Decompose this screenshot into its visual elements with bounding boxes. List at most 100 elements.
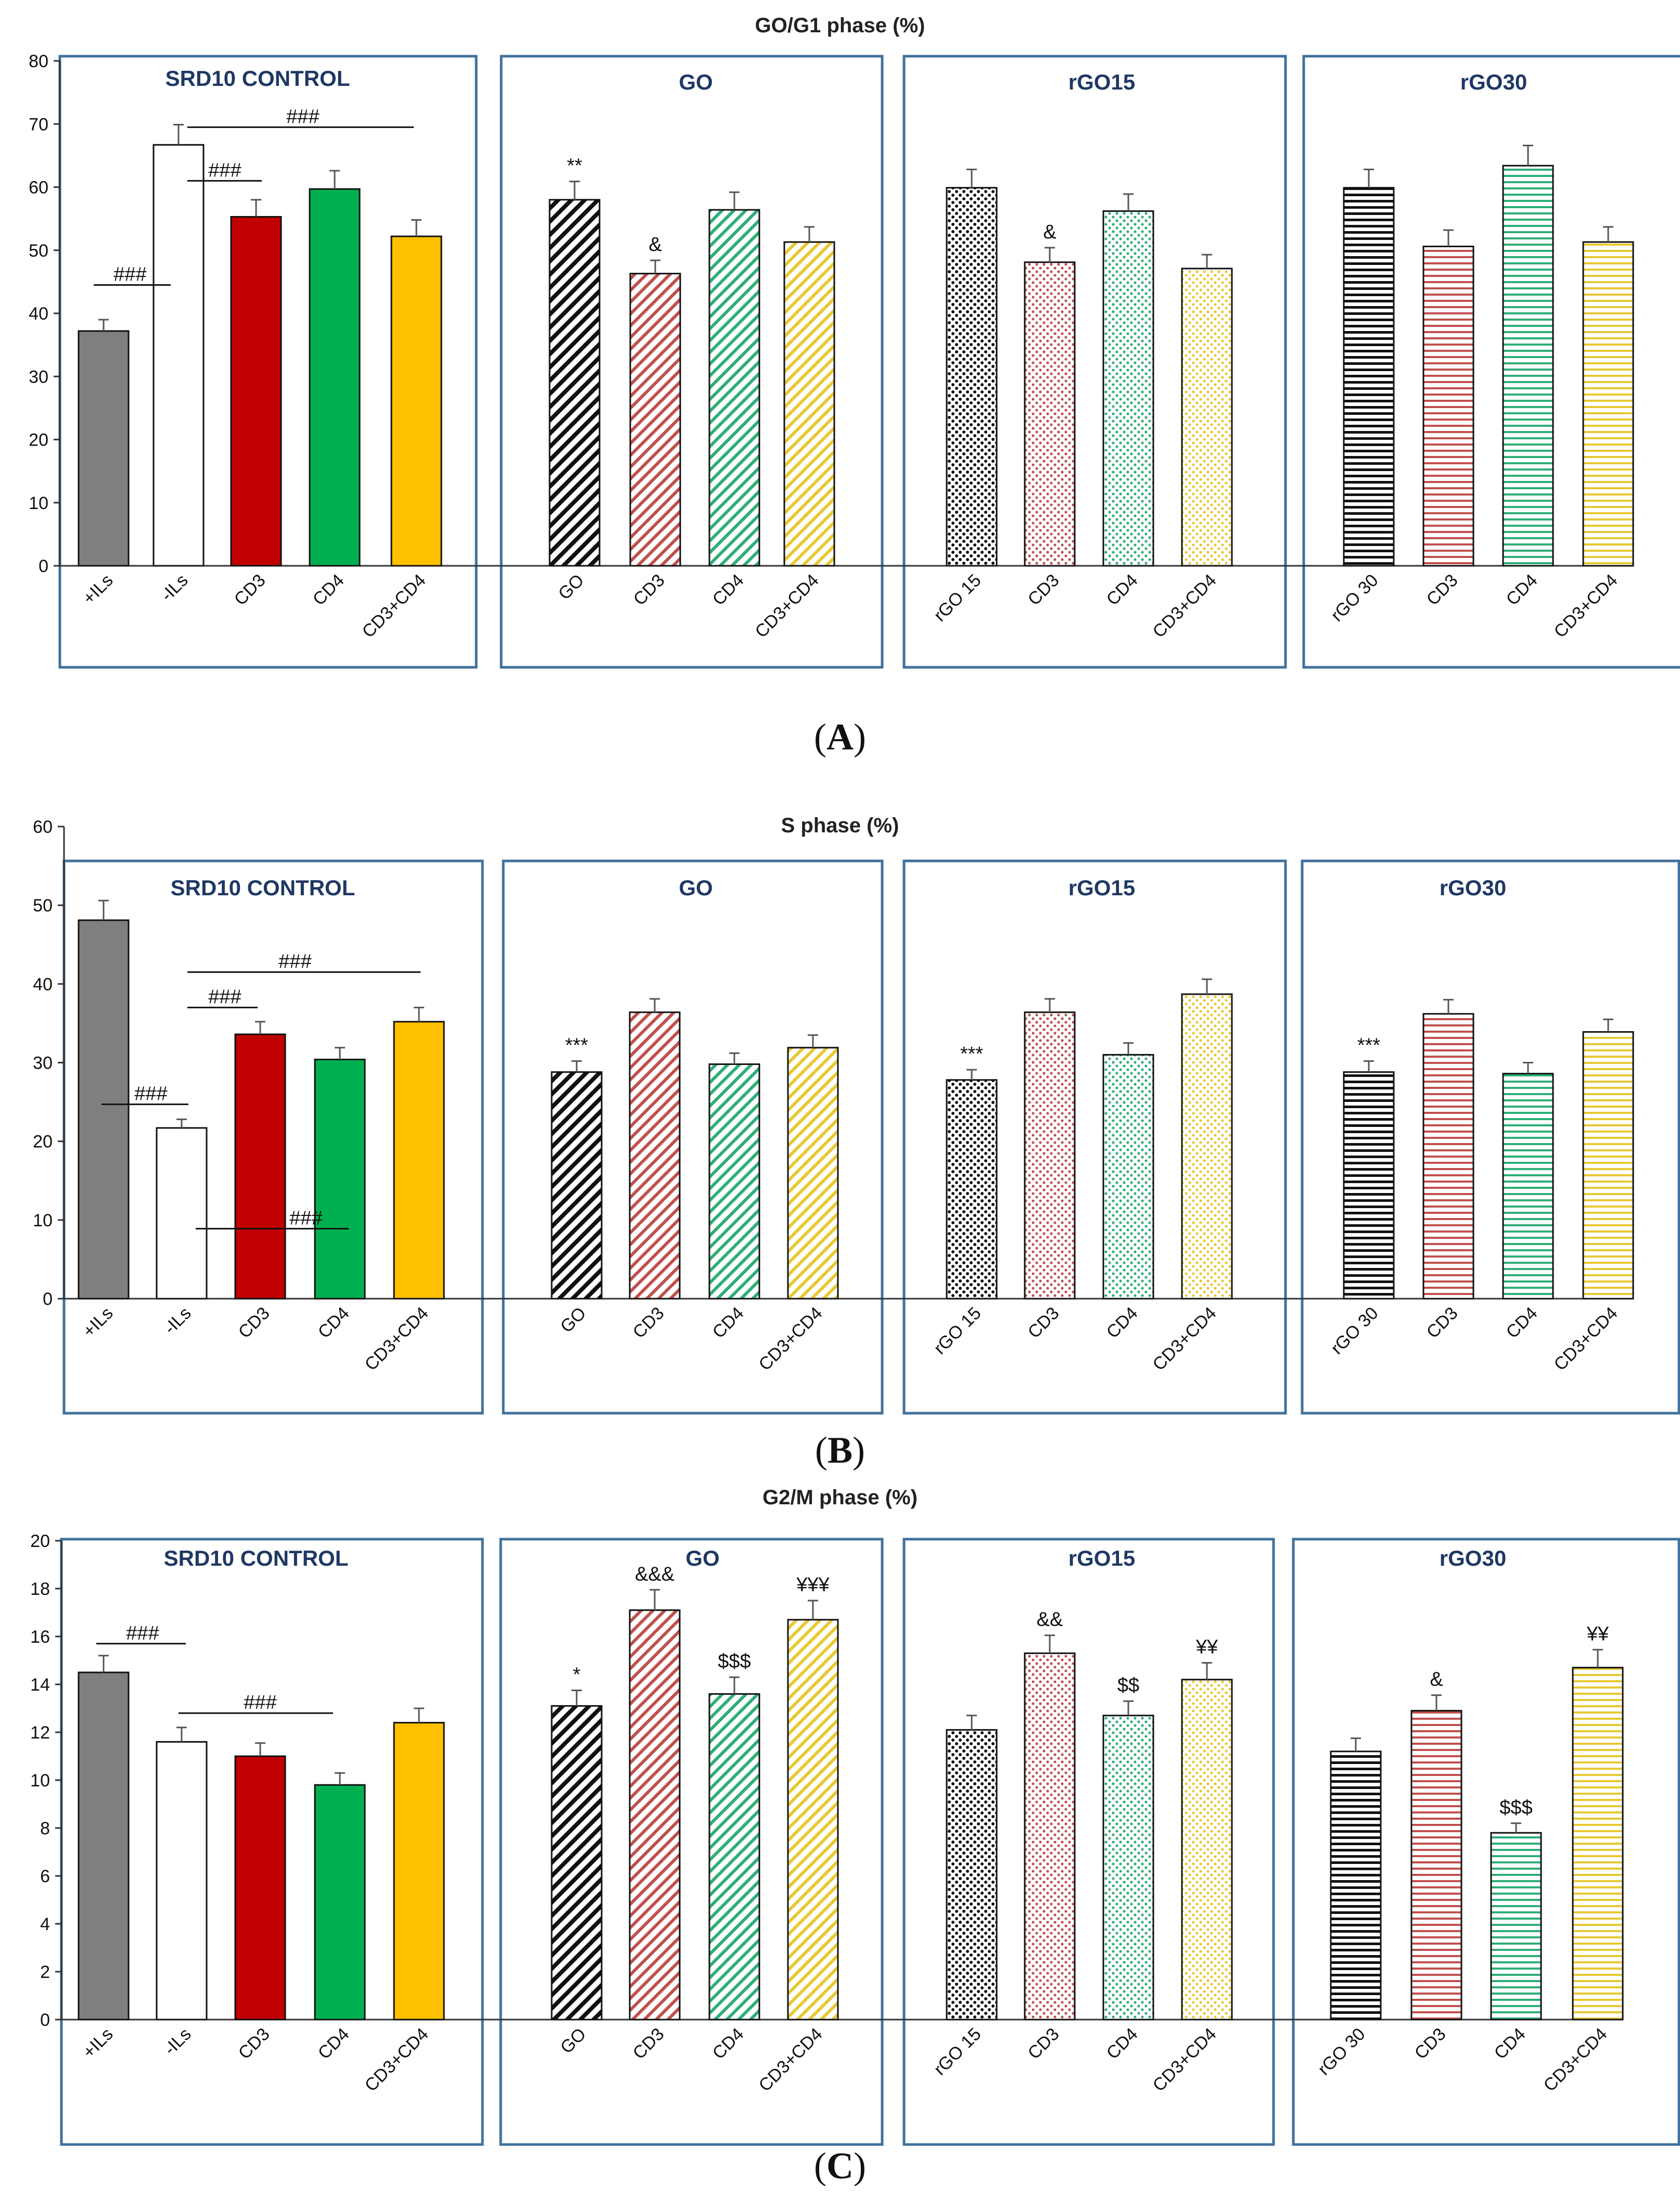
panel-a-category-label: CD4 xyxy=(309,570,348,610)
panel-a-category-label: CD4 xyxy=(1503,570,1542,610)
panel-c-bar xyxy=(551,1705,603,2021)
panel-a-label: (A) xyxy=(814,716,866,758)
panel-c-category-label: CD3+CD4 xyxy=(1149,2024,1220,2096)
panel-b-bar xyxy=(1343,1071,1395,1300)
panel-b-category-label: CD3 xyxy=(1423,1303,1462,1342)
panel-a-bar xyxy=(309,188,361,567)
panel-b-category-label: -ILs xyxy=(160,1303,195,1338)
panel-c-significance-label: ¥¥¥ xyxy=(796,1574,830,1596)
panel-b-category-label: CD3+CD4 xyxy=(755,1303,826,1375)
panel-c-category-label: GO xyxy=(556,2024,590,2058)
panel-a-comparison-label: ### xyxy=(113,263,146,285)
panel-b-group-srd10-title: SRD10 CONTROL xyxy=(171,876,355,900)
panel-b-bar xyxy=(787,1047,839,1300)
panel-a-bar xyxy=(390,235,442,567)
panel-c-bar xyxy=(393,1722,445,2021)
panel-a-category-label: CD3 xyxy=(1423,570,1462,610)
panel-a-y-tick-label: 60 xyxy=(29,178,48,198)
panel-c-significance-label: ¥¥ xyxy=(1586,1623,1609,1645)
panel-c-bar xyxy=(314,1784,366,2021)
panel-a-significance-label: & xyxy=(1043,221,1056,243)
panel-b-significance-label: *** xyxy=(565,1034,589,1056)
panel-a-y-tick-label: 50 xyxy=(29,241,48,261)
panel-b-category-label: CD4 xyxy=(1503,1303,1542,1342)
panel-a-bar xyxy=(629,273,681,567)
panel-a-category-label: rGO 15 xyxy=(930,570,985,626)
panel-c-bar xyxy=(1330,1750,1382,2021)
panel-c-group-rgo30-title: rGO30 xyxy=(1440,1546,1506,1570)
panel-c-category-label: CD3+CD4 xyxy=(1540,2024,1611,2096)
panel-b-category-label: CD3+CD4 xyxy=(1550,1303,1622,1375)
panel-b-comparison-label: ### xyxy=(134,1083,167,1105)
panel-a-bar xyxy=(1024,261,1076,567)
panel-c-group-srd10-title: SRD10 CONTROL xyxy=(164,1546,349,1570)
panel-c-label: (C) xyxy=(814,2145,866,2187)
panel-c-group-frame xyxy=(1292,1538,1680,2146)
panel-b-label: (B) xyxy=(815,1429,865,1471)
panel-a-category-label: CD3 xyxy=(1024,570,1063,610)
panel-a-bar xyxy=(1582,241,1634,567)
panel-a-category-label: +ILs xyxy=(79,570,117,608)
panel-a-category-label: CD4 xyxy=(709,570,748,610)
panel-a-group-rgo15-title: rGO15 xyxy=(1068,70,1135,94)
panel-c-category-label: CD3+CD4 xyxy=(755,2024,826,2096)
panel-c-y-tick-label: 14 xyxy=(30,1675,50,1695)
panel-a-bar xyxy=(1422,245,1474,567)
panel-b-bar xyxy=(946,1079,998,1300)
panel-a-bar xyxy=(1343,187,1395,567)
panel-a-y-tick-label: 70 xyxy=(29,115,48,134)
panel-a-bar xyxy=(1181,268,1233,567)
panel-b-group-rgo30-title: rGO30 xyxy=(1440,876,1506,900)
panel-a-significance-label: & xyxy=(648,234,661,256)
panel-c-y-tick-label: 12 xyxy=(30,1723,50,1743)
panel-b-bar xyxy=(1422,1013,1474,1300)
panel-c-y-tick-label: 16 xyxy=(30,1627,50,1647)
panel-c-significance-label: && xyxy=(1037,1609,1063,1631)
panel-b-bar xyxy=(314,1058,366,1300)
panel-c-bar xyxy=(1024,1652,1076,2021)
panel-c-comparison-label: ### xyxy=(126,1622,159,1644)
panel-b-significance-label: *** xyxy=(1357,1034,1381,1056)
panel-b-category-label: CD3+CD4 xyxy=(1149,1303,1220,1375)
panel-b-group-rgo15-title: rGO15 xyxy=(1068,876,1135,900)
panel-c-group-go-title: GO xyxy=(685,1546,719,1570)
panel-b-category-label: CD3 xyxy=(235,1303,274,1342)
panel-c-category-label: -ILs xyxy=(160,2024,195,2059)
panel-c-bar xyxy=(1102,1715,1154,2021)
panel-b-bar xyxy=(1102,1054,1154,1300)
panel-a-bar xyxy=(783,241,835,567)
panel-b-bar xyxy=(1502,1073,1554,1300)
panel-c-comparison-label: ### xyxy=(244,1692,276,1714)
panel-c-category-label: CD4 xyxy=(1491,2024,1530,2063)
panel-b-category-label: rGO 15 xyxy=(930,1303,985,1359)
panel-a-y-tick-label: 0 xyxy=(39,556,48,576)
panel-a-category-label: CD3 xyxy=(630,570,669,610)
panel-b-y-tick-label: 10 xyxy=(33,1211,53,1230)
panel-b-bar xyxy=(78,919,130,1300)
panel-c-bar xyxy=(156,1741,208,2021)
panel-b-bar xyxy=(156,1127,208,1300)
panel-c-y-tick-label: 10 xyxy=(30,1771,50,1791)
panel-b-y-tick-label: 0 xyxy=(43,1289,53,1309)
panel-c-category-label: +ILs xyxy=(79,2024,117,2062)
panel-c-bar xyxy=(1181,1679,1233,2021)
panel-c-bar xyxy=(1410,1710,1462,2021)
panel-b-bar xyxy=(1024,1011,1076,1300)
panel-b-group-frame xyxy=(502,859,884,1415)
panel-a-y-tick-label: 40 xyxy=(29,304,48,324)
panel-a-y-tick-label: 30 xyxy=(29,367,48,387)
panel-c-bar xyxy=(1490,1832,1542,2021)
panel-a-bar xyxy=(152,144,205,567)
panel-a-bar xyxy=(549,199,601,567)
panel-b-y-tick-label: 50 xyxy=(33,896,53,916)
panel-a-group-frame xyxy=(500,55,884,669)
panel-a-bar xyxy=(78,330,130,567)
panel-b-category-label: CD4 xyxy=(1103,1303,1142,1342)
panel-c-significance-label: * xyxy=(573,1664,581,1686)
panel-a-y-tick-label: 20 xyxy=(29,430,48,450)
panel-b-group-go-title: GO xyxy=(679,876,712,900)
panel-a-group-rgo30-title: rGO30 xyxy=(1460,70,1527,94)
panel-a-title: GO/G1 phase (%) xyxy=(755,14,925,37)
